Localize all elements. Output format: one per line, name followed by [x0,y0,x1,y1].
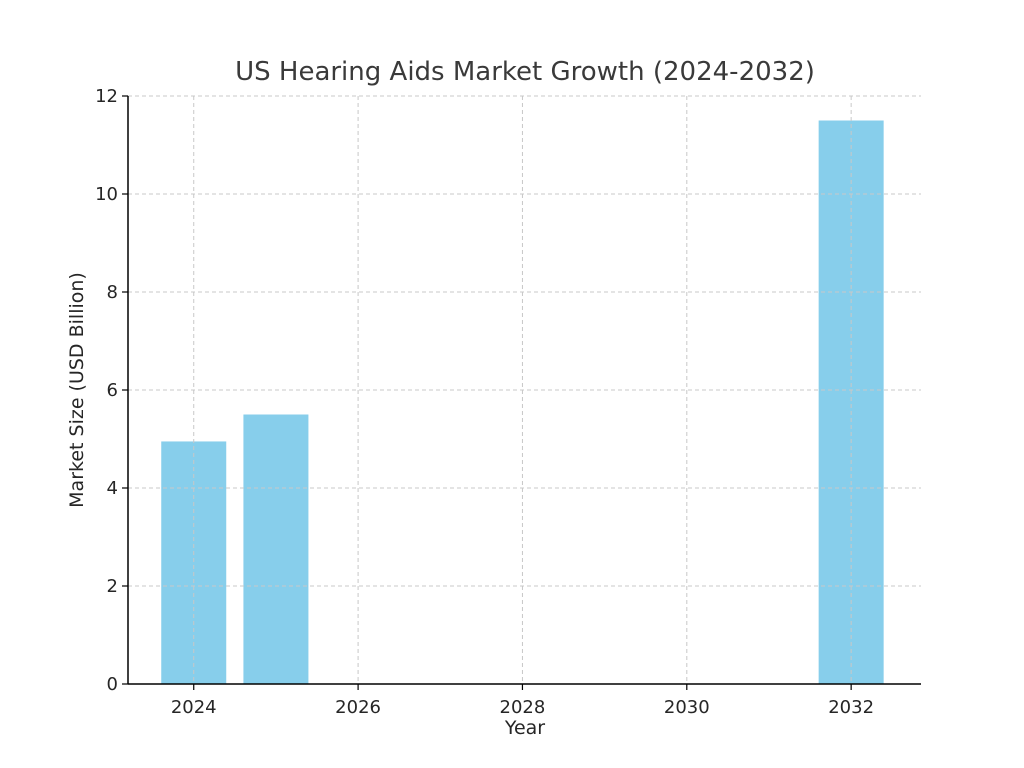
y-tick-label: 6 [107,380,118,401]
bars [161,120,884,684]
x-tick-label: 2028 [500,697,546,718]
x-tick-label: 2030 [664,697,710,718]
y-tick-label: 2 [107,576,118,597]
ticks: 2024 2026 2028 2030 2032 0 2 4 6 8 10 12 [95,86,874,718]
x-axis-label: Year [504,717,545,739]
y-tick-label: 12 [95,86,118,107]
y-tick-label: 8 [107,282,118,303]
y-tick-label: 10 [95,184,118,205]
y-tick-label: 0 [107,674,118,695]
bar-2032 [818,120,884,684]
y-axis-label: Market Size (USD Billion) [66,272,88,508]
x-tick-label: 2024 [171,697,217,718]
x-tick-label: 2032 [828,697,874,718]
y-tick-label: 4 [107,478,118,499]
grid [128,95,921,685]
chart-title: US Hearing Aids Market Growth (2024-2032… [235,57,815,87]
x-tick-label: 2026 [335,697,381,718]
bar-2025 [243,414,309,684]
